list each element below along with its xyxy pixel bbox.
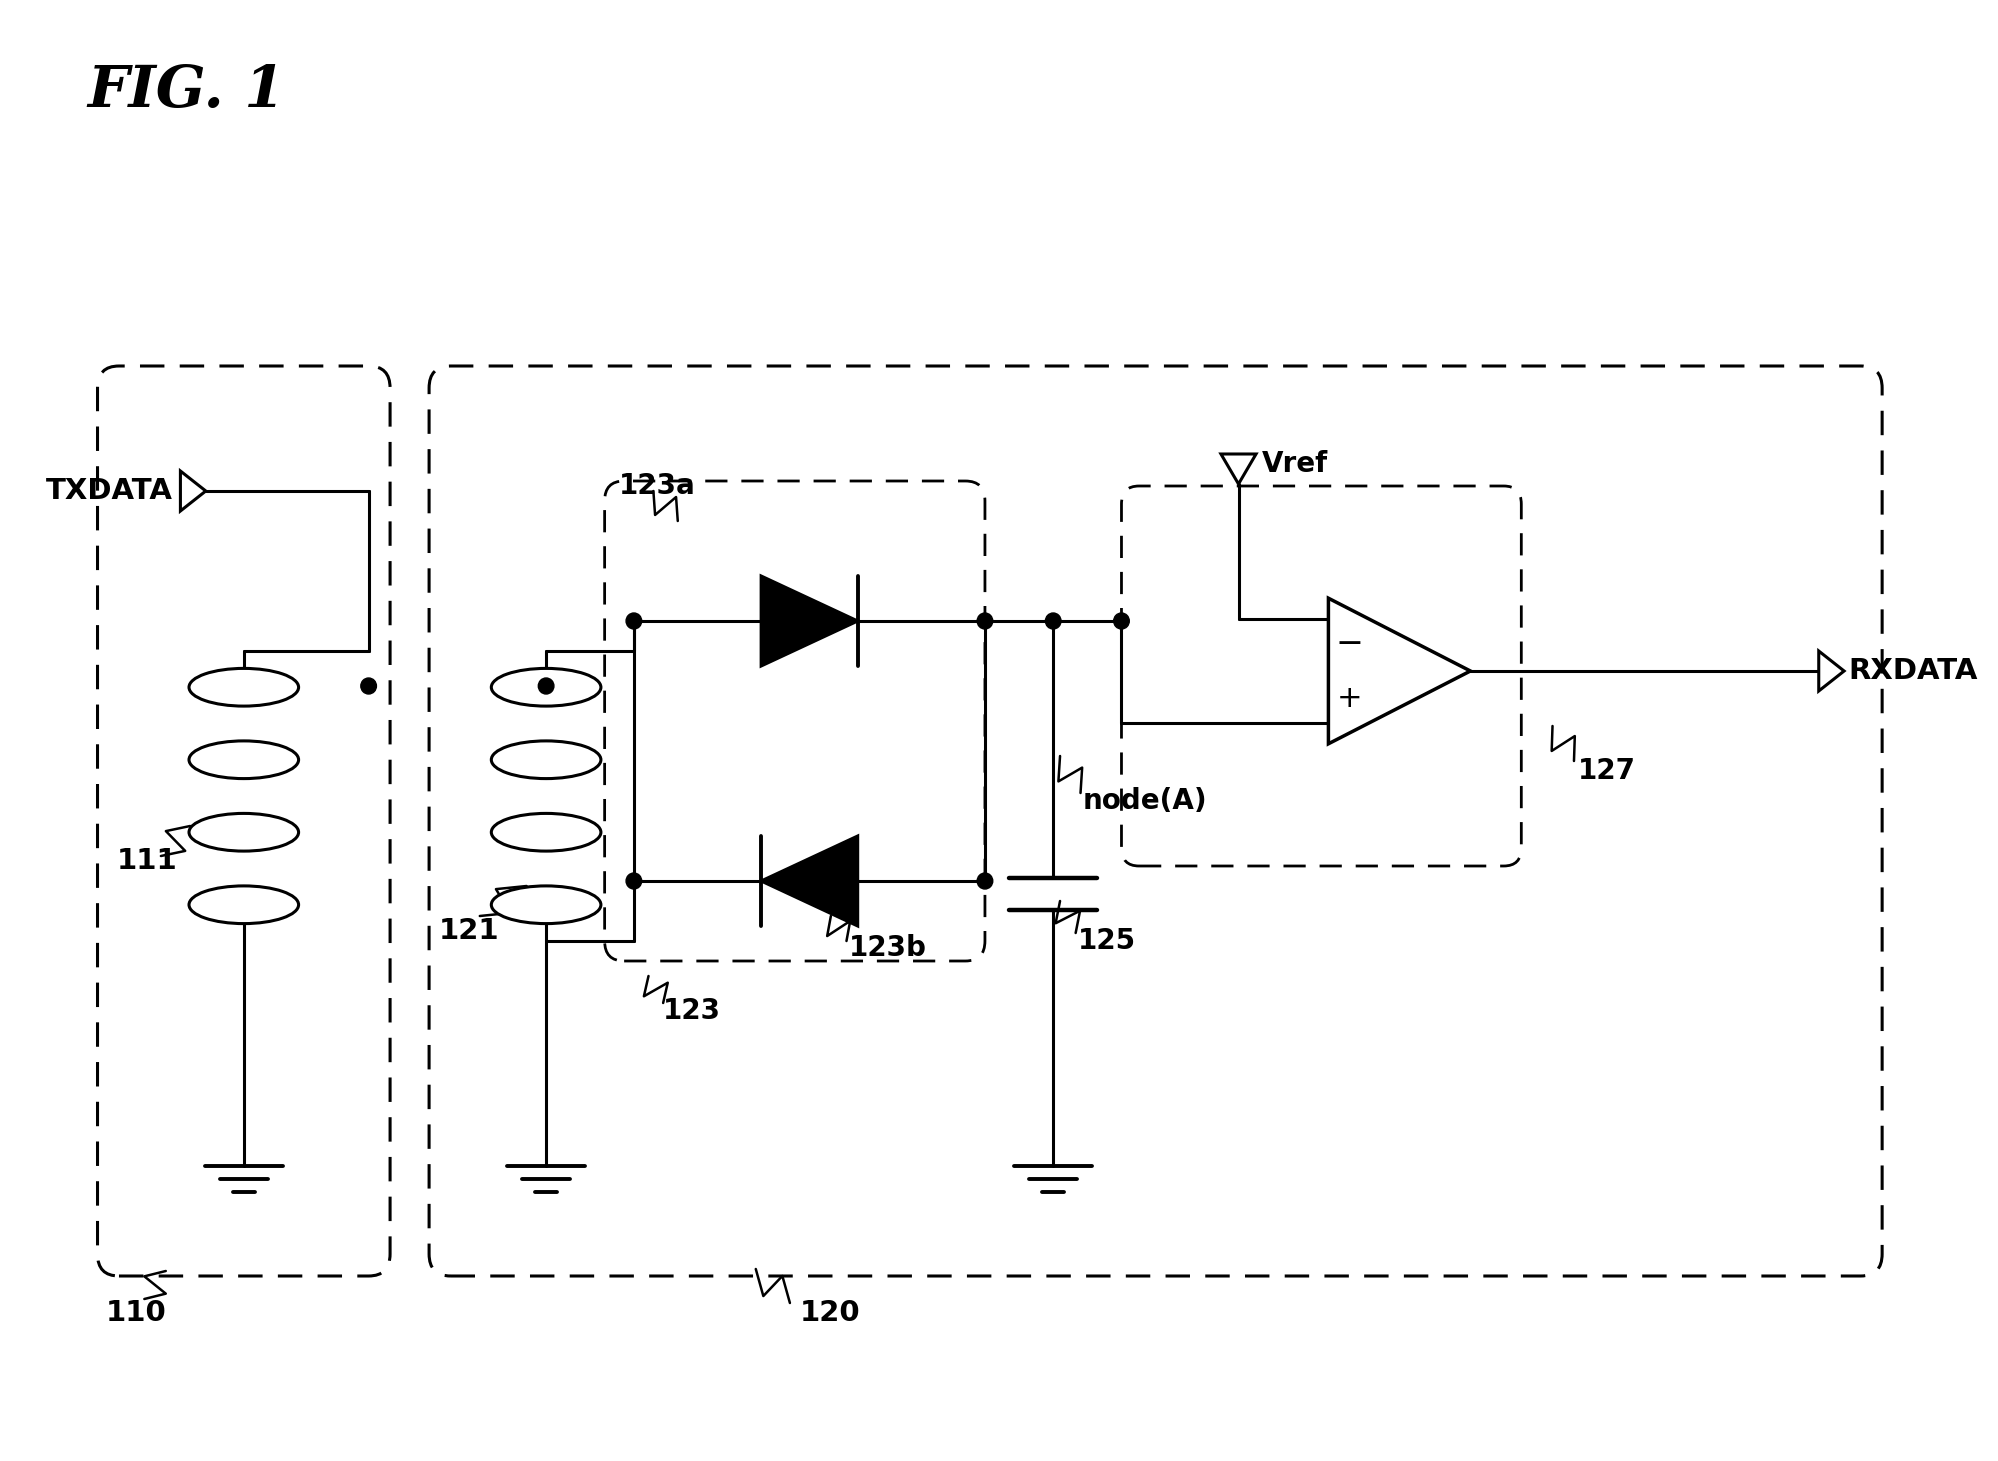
Text: 120: 120 [799,1299,861,1327]
Text: 125: 125 [1077,926,1135,955]
Text: Vref: Vref [1263,450,1329,478]
Ellipse shape [190,741,298,779]
Polygon shape [1329,598,1471,744]
Text: RXDATA: RXDATA [1848,657,1978,685]
Circle shape [625,614,641,630]
Polygon shape [1221,454,1257,484]
Text: 111: 111 [118,847,178,875]
Text: TXDATA: TXDATA [46,476,172,506]
Text: −: − [1337,627,1365,660]
Ellipse shape [190,814,298,852]
Circle shape [625,874,641,888]
Ellipse shape [190,668,298,706]
Ellipse shape [492,885,601,923]
Polygon shape [180,470,206,511]
Text: node(A): node(A) [1083,787,1207,815]
Text: 121: 121 [440,918,500,945]
Polygon shape [761,836,857,926]
Text: 123b: 123b [849,934,927,961]
Text: 123a: 123a [619,472,695,500]
Text: +: + [1337,684,1363,713]
Ellipse shape [492,814,601,852]
Circle shape [362,678,376,694]
Ellipse shape [492,668,601,706]
Polygon shape [1818,652,1844,691]
Circle shape [1045,614,1061,630]
Polygon shape [761,576,857,666]
Text: 110: 110 [106,1299,166,1327]
Text: FIG. 1: FIG. 1 [88,63,286,120]
Ellipse shape [492,741,601,779]
Circle shape [537,678,553,694]
Circle shape [977,614,993,630]
Text: 123: 123 [663,996,721,1026]
Text: 127: 127 [1578,757,1636,785]
Circle shape [977,874,993,888]
Circle shape [1113,614,1129,630]
Ellipse shape [190,885,298,923]
